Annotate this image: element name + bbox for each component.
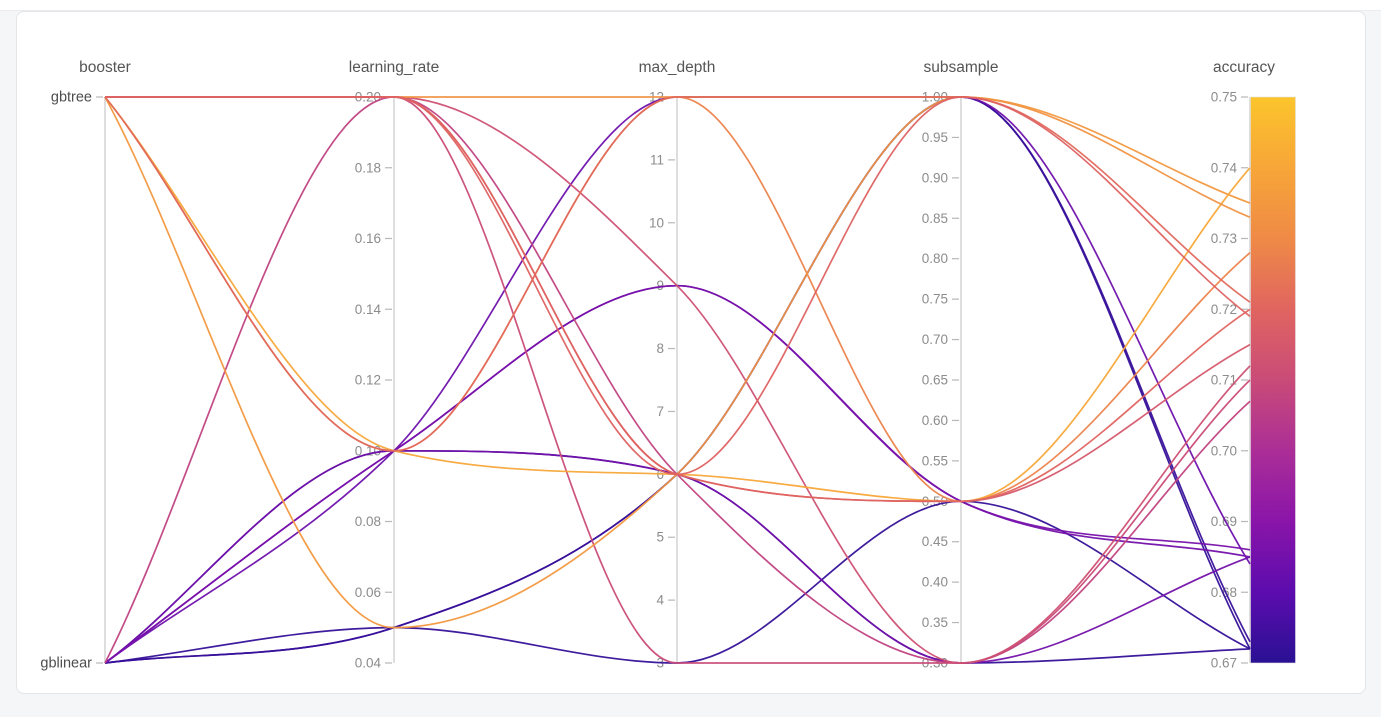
trial-line-16 bbox=[104, 96, 1251, 452]
axis-title-accuracy[interactable]: accuracy bbox=[1213, 59, 1275, 76]
axis-accuracy: 0.75 0.74 0.73 0.72 0.71 0.70 0.69 0.68 0.67 bbox=[1211, 90, 1251, 671]
tick-label-learning_rate-0.14: 0.14 bbox=[355, 302, 382, 317]
trial-line-8 bbox=[104, 96, 1251, 664]
tick-label-subsample-0.85: 0.85 bbox=[922, 211, 948, 226]
tick-label-subsample-0.90: 0.90 bbox=[922, 170, 948, 185]
tick-label-accuracy-0.70: 0.70 bbox=[1211, 443, 1237, 458]
tick-label-max_depth-10: 10 bbox=[649, 215, 664, 230]
trial-lines bbox=[104, 96, 1251, 664]
tick-label-max_depth-9: 9 bbox=[656, 278, 664, 293]
tick-label-accuracy-0.68: 0.68 bbox=[1211, 585, 1237, 600]
tick-label-max_depth-11: 11 bbox=[650, 152, 664, 167]
tick-label-subsample-0.80: 0.80 bbox=[922, 251, 948, 266]
tick-label-subsample-0.75: 0.75 bbox=[922, 292, 948, 307]
axis-learning_rate: 0.200.180.160.140.120.100.080.060.04 bbox=[355, 90, 395, 671]
tick-label-max_depth-5: 5 bbox=[656, 530, 664, 545]
tick-label-accuracy-0.75: 0.75 bbox=[1211, 90, 1237, 105]
tick-label-max_depth-4: 4 bbox=[656, 593, 664, 608]
trial-line-18 bbox=[104, 96, 1251, 476]
tick-label-subsample-0.65: 0.65 bbox=[922, 373, 948, 388]
tick-label-accuracy-0.71: 0.71 bbox=[1211, 373, 1237, 388]
tick-label-subsample-0.95: 0.95 bbox=[922, 130, 948, 145]
tick-label-learning_rate-0.06: 0.06 bbox=[355, 585, 381, 600]
tick-label-max_depth-7: 7 bbox=[656, 404, 664, 419]
axis-title-max_depth[interactable]: max_depth bbox=[639, 59, 716, 76]
axis-title-learning_rate[interactable]: learning_rate bbox=[349, 59, 439, 76]
tick-label-booster-gbtree: gbtree bbox=[51, 90, 92, 106]
tick-label-accuracy-0.73: 0.73 bbox=[1211, 231, 1237, 246]
tick-label-subsample-0.60: 0.60 bbox=[922, 413, 948, 428]
tick-label-subsample-0.35: 0.35 bbox=[922, 615, 948, 630]
tick-label-subsample-0.55: 0.55 bbox=[922, 453, 948, 468]
tick-label-learning_rate-0.16: 0.16 bbox=[355, 231, 381, 246]
tick-label-max_depth-8: 8 bbox=[656, 341, 664, 356]
axis-booster: gbtree gblinear bbox=[40, 90, 106, 672]
tick-label-accuracy-0.67: 0.67 bbox=[1211, 656, 1237, 671]
tick-label-accuracy-0.69: 0.69 bbox=[1211, 514, 1237, 529]
app-top-bar bbox=[0, 0, 1381, 11]
tick-label-booster-gblinear: gblinear bbox=[40, 656, 92, 672]
tick-label-accuracy-0.74: 0.74 bbox=[1211, 160, 1238, 175]
axis-title-subsample[interactable]: subsample bbox=[924, 59, 999, 76]
tick-label-learning_rate-0.18: 0.18 bbox=[355, 160, 381, 175]
tick-label-subsample-0.40: 0.40 bbox=[922, 575, 948, 590]
accuracy-colorbar bbox=[1250, 96, 1296, 664]
axis-subsample: 1.000.950.900.850.800.750.700.650.600.55… bbox=[922, 90, 962, 671]
tick-label-accuracy-0.72: 0.72 bbox=[1211, 302, 1237, 317]
tick-label-learning_rate-0.12: 0.12 bbox=[355, 373, 381, 388]
tick-label-learning_rate-0.04: 0.04 bbox=[355, 656, 382, 671]
axis-title-booster[interactable]: booster bbox=[79, 59, 131, 76]
tick-label-subsample-0.45: 0.45 bbox=[922, 534, 948, 549]
tick-label-subsample-0.70: 0.70 bbox=[922, 332, 948, 347]
tick-label-learning_rate-0.08: 0.08 bbox=[355, 514, 381, 529]
